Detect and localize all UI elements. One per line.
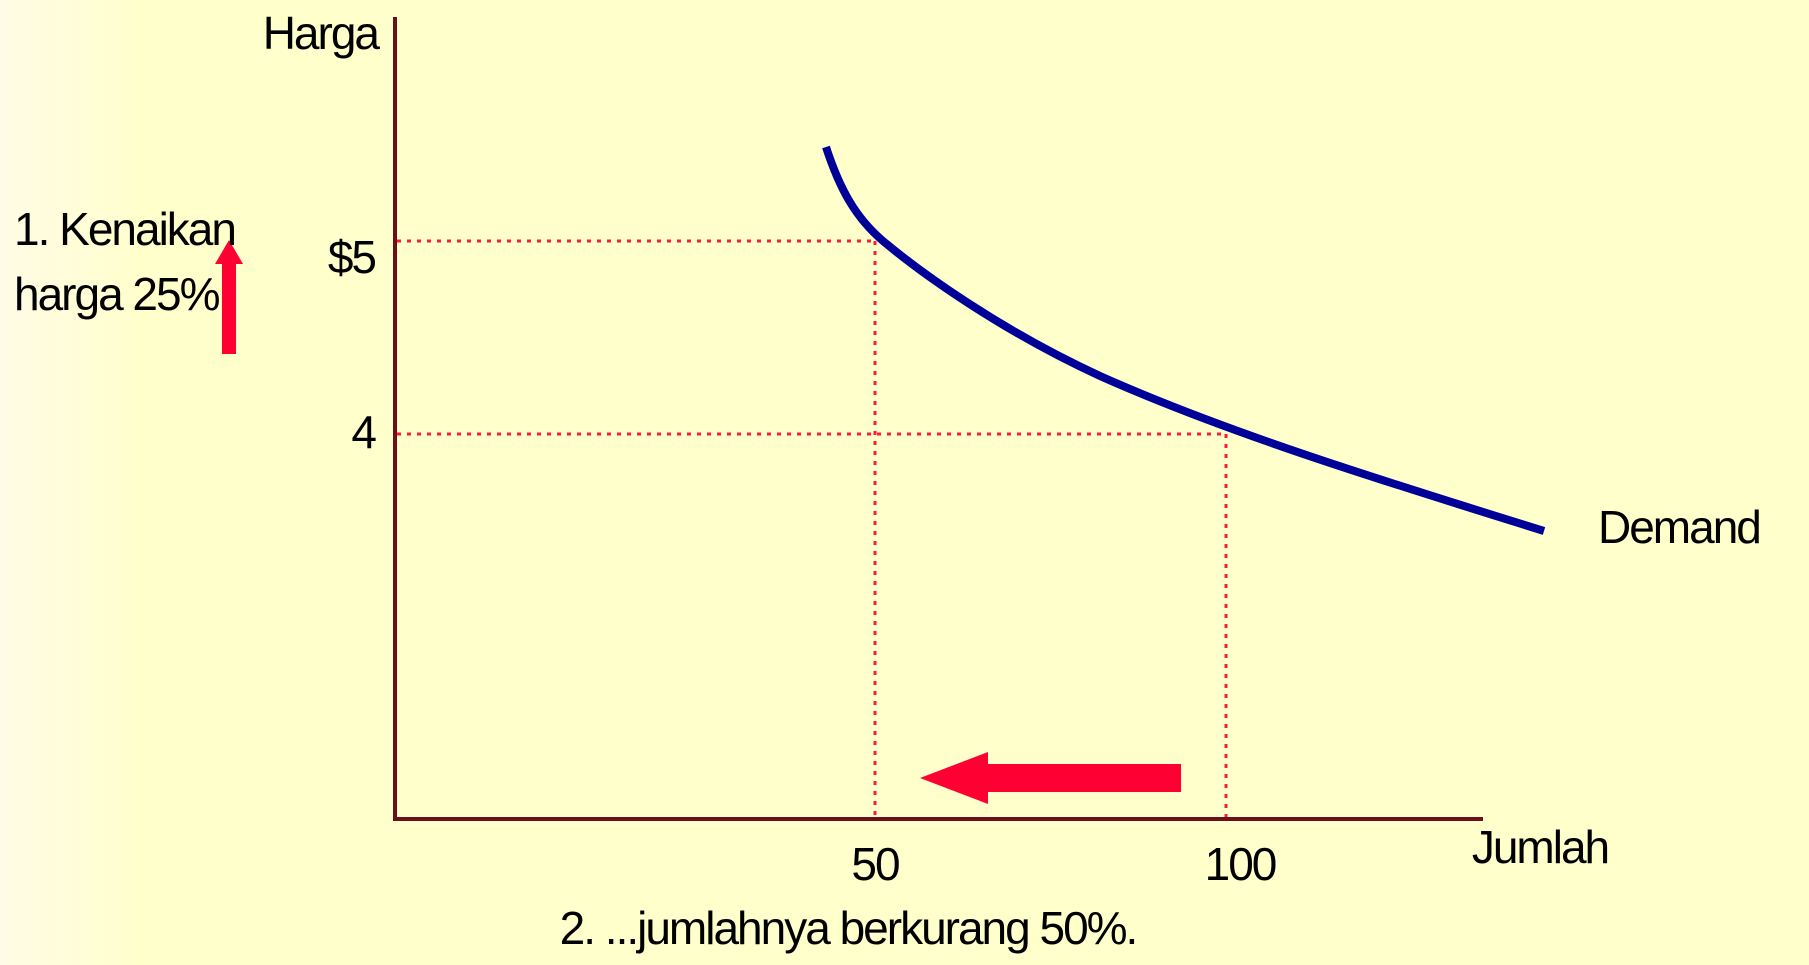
- quantity-label: 100: [1205, 838, 1276, 890]
- y-axis-label: Harga: [263, 7, 381, 59]
- price-label: $5: [328, 231, 376, 283]
- guides: [397, 239, 1228, 817]
- demand-curve: [822, 145, 1546, 535]
- left-arrow-shaft: [985, 764, 1181, 792]
- price-note: harga 25%: [14, 268, 220, 320]
- curve-label: Demand: [1598, 501, 1760, 553]
- left-arrow-head: [920, 752, 988, 804]
- up-arrow-head: [215, 240, 243, 264]
- quantity-note: 2. ...jumlahnya berkurang 50%.: [560, 902, 1137, 954]
- price-label: 4: [351, 406, 376, 458]
- quantity-label: 50: [851, 838, 899, 890]
- x-axis-label: Jumlah: [1472, 821, 1608, 873]
- up-arrow-shaft: [222, 262, 236, 354]
- price-note: 1. Kenaikan: [14, 203, 235, 255]
